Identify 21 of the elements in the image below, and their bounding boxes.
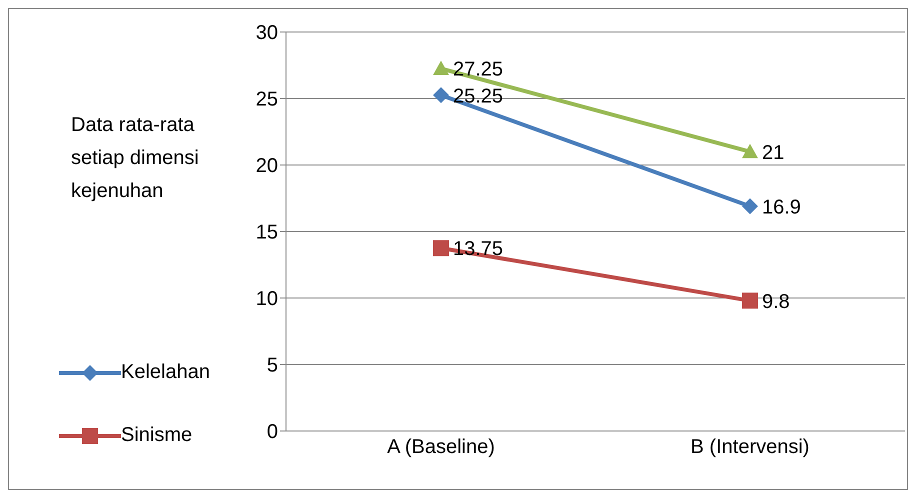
legend-label: Kelelahan [121, 361, 210, 384]
y-tick-label: 5 [266, 354, 278, 377]
data-label: 9.8 [762, 290, 790, 313]
y-tick-label: 20 [256, 155, 278, 178]
y-tick-label: 15 [256, 222, 278, 244]
point [742, 198, 758, 214]
point [742, 292, 758, 309]
point [433, 240, 449, 256]
y-tick-label: 30 [256, 22, 278, 44]
point [433, 87, 449, 104]
x-tick-label: A (Baseline) [387, 436, 495, 458]
y-axis-title: Data rata-rata setiap dimensi kejenuhan [71, 113, 200, 204]
data-label: 25.25 [453, 85, 504, 108]
legend-label: Sinisme [121, 424, 192, 447]
x-tick-label: B (Intervensi) [690, 436, 810, 458]
y-tick-label: 10 [256, 288, 278, 310]
y-tick-label: 25 [256, 88, 278, 111]
y-tick-label: 0 [266, 421, 278, 444]
data-label: 27.25 [453, 58, 504, 81]
data-label: 16.9 [762, 196, 801, 218]
data-label: 21 [762, 142, 784, 164]
